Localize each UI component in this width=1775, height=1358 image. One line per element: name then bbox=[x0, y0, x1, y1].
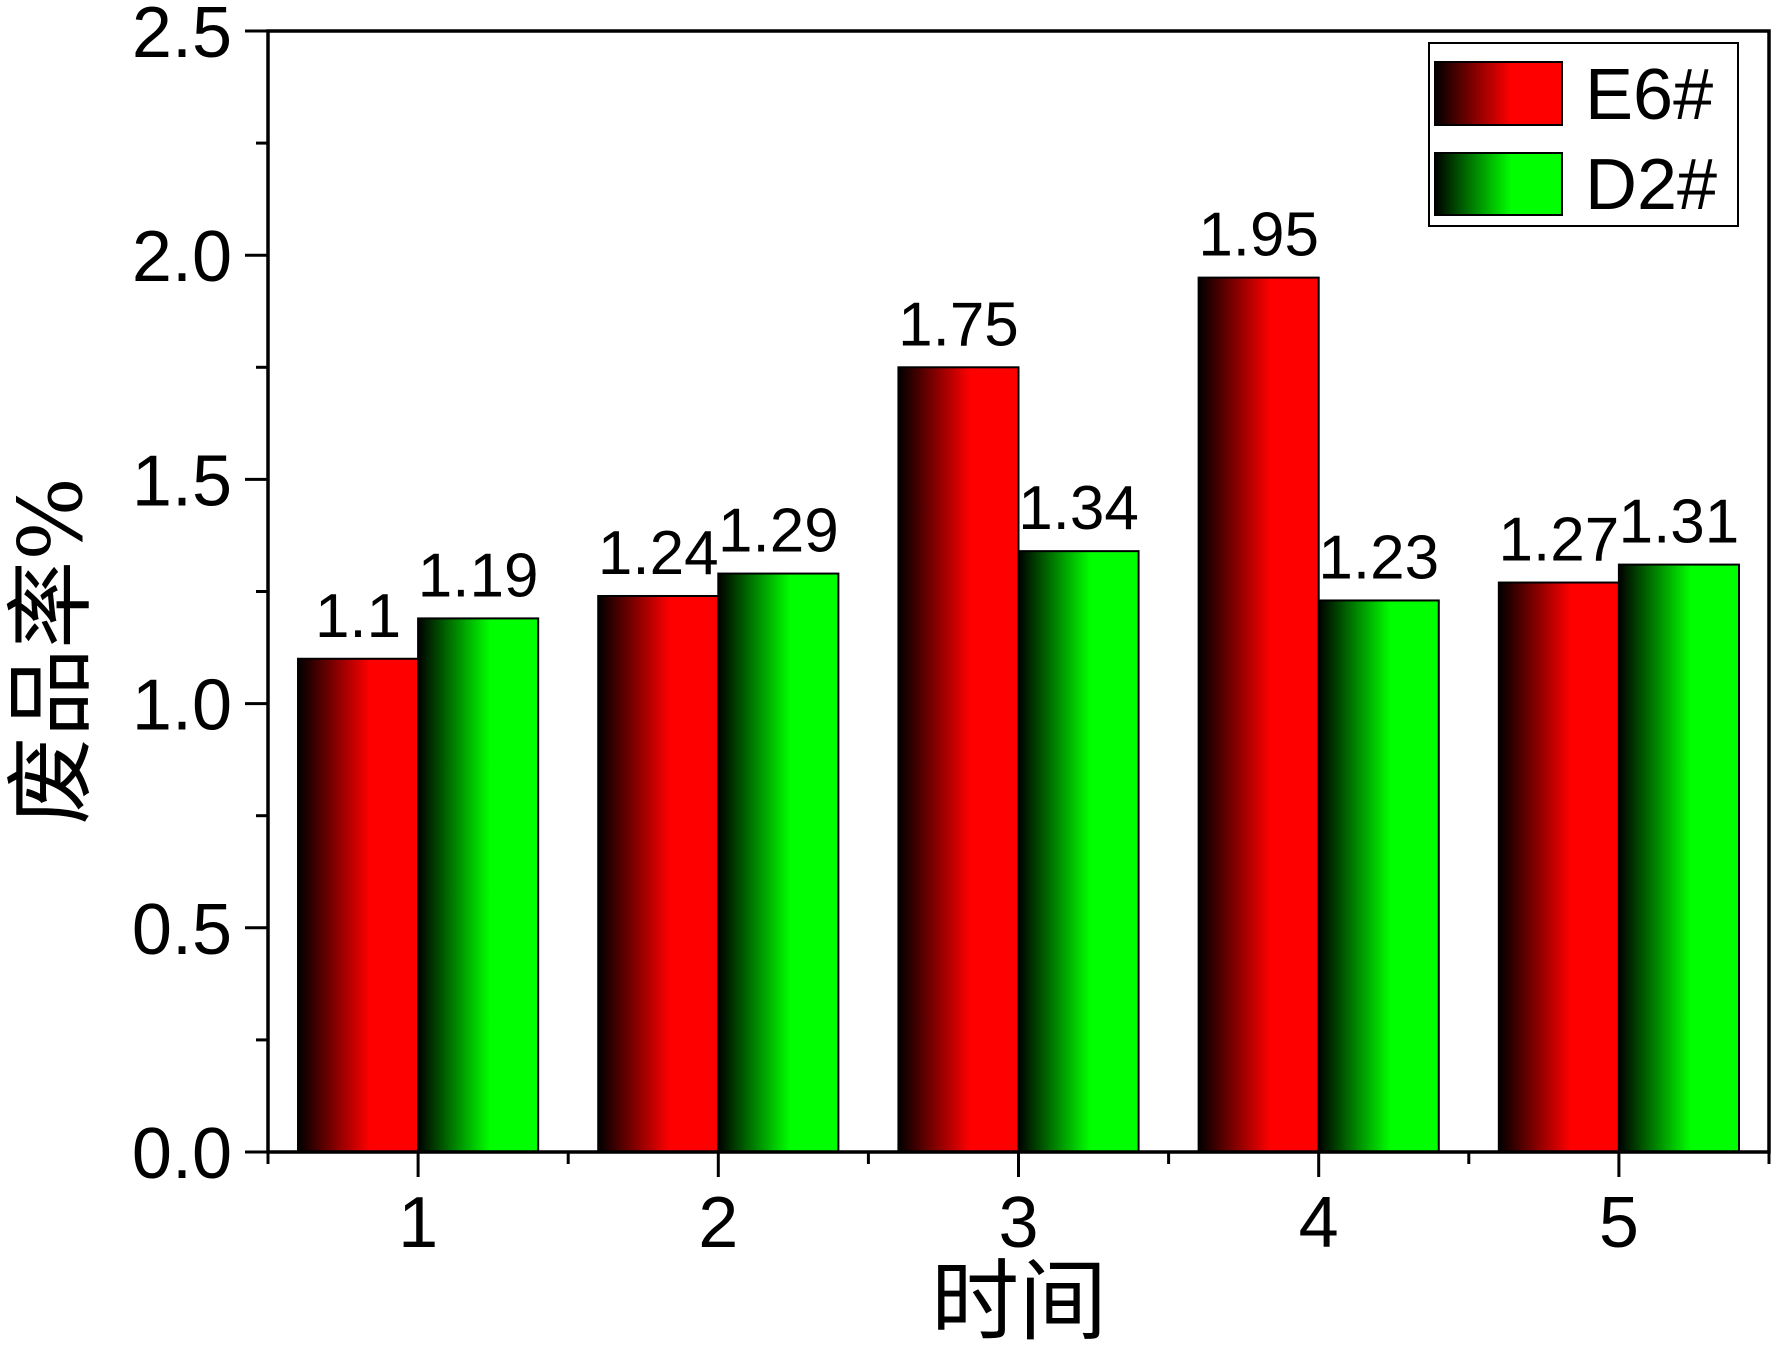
bar bbox=[597, 594, 720, 1153]
legend-label-d2: D2# bbox=[1585, 145, 1717, 225]
bar bbox=[897, 366, 1020, 1153]
x-tick-label: 5 bbox=[1599, 1183, 1639, 1263]
y-tick-label: 0.5 bbox=[132, 890, 232, 970]
x-tick-label: 4 bbox=[1299, 1183, 1339, 1263]
bars-layer bbox=[297, 276, 1740, 1153]
bar bbox=[1197, 276, 1320, 1153]
data-label: 1.1 bbox=[315, 582, 401, 651]
data-label: 1.29 bbox=[718, 497, 839, 566]
legend-swatch-d2 bbox=[1434, 152, 1563, 216]
data-label: 1.19 bbox=[418, 541, 539, 610]
y-axis: 0.0 0.5 1.0 1.5 2.0 2.5 bbox=[132, 0, 268, 1194]
data-label: 1.31 bbox=[1619, 488, 1740, 557]
data-label: 1.23 bbox=[1318, 523, 1439, 592]
data-label: 1.24 bbox=[598, 519, 719, 588]
y-tick-label: 1.0 bbox=[132, 666, 232, 746]
bar bbox=[1497, 581, 1620, 1153]
legend: E6# D2# bbox=[1428, 42, 1739, 227]
y-tick-label: 0.0 bbox=[132, 1114, 232, 1194]
x-tick-label: 1 bbox=[398, 1183, 438, 1263]
bar bbox=[1617, 563, 1740, 1153]
x-tick-label: 2 bbox=[698, 1183, 738, 1263]
x-axis: 1 2 3 4 5 bbox=[266, 1152, 1771, 1263]
bar bbox=[717, 572, 840, 1153]
legend-swatch-e6 bbox=[1434, 61, 1563, 126]
data-label: 1.75 bbox=[898, 290, 1019, 359]
data-label: 1.34 bbox=[1018, 474, 1139, 543]
bar bbox=[297, 657, 420, 1153]
data-labels-layer: 1.1 1.24 1.75 1.95 1.27 1.19 1.29 1.34 1.23 1.31 bbox=[315, 201, 1739, 651]
y-tick-label: 2.5 bbox=[132, 0, 232, 73]
bar bbox=[1317, 599, 1440, 1153]
y-axis-title: 废品率% bbox=[0, 477, 103, 825]
data-label: 1.95 bbox=[1198, 201, 1319, 270]
y-tick-label: 2.0 bbox=[132, 217, 232, 297]
y-tick-label: 1.5 bbox=[132, 441, 232, 521]
legend-label-e6: E6# bbox=[1585, 55, 1713, 135]
x-axis-title: 时间 bbox=[931, 1250, 1107, 1353]
data-label: 1.27 bbox=[1499, 506, 1620, 575]
x-tick-label: 3 bbox=[998, 1183, 1038, 1263]
bar bbox=[1017, 550, 1140, 1153]
bar bbox=[417, 617, 540, 1153]
